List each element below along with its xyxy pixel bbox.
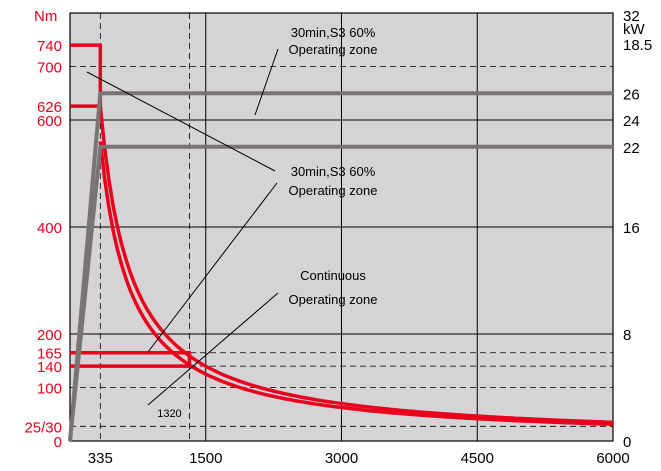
y-right-tick-label: 0 bbox=[623, 434, 631, 451]
annotation-leader bbox=[86, 71, 276, 172]
y-left-tick-label: 100 bbox=[37, 381, 62, 398]
left-axis-unit: Nm bbox=[34, 8, 57, 25]
y-left-tick-label: 165 bbox=[37, 346, 62, 363]
y-left-tick-label: 140 bbox=[37, 359, 62, 376]
right-axis-unit: kW bbox=[623, 21, 646, 38]
x-tick-label: 6000 bbox=[596, 450, 629, 467]
series-line-3 bbox=[68, 91, 613, 442]
annotation-label-2: 30min,S3 60% bbox=[291, 164, 376, 179]
y-left-tick-label: 200 bbox=[37, 327, 62, 344]
series-curve-2 bbox=[98, 141, 614, 427]
y-right-tick-label: 32 bbox=[623, 8, 640, 25]
y-left-tick-label: 626 bbox=[37, 99, 62, 116]
y-right-tick-label: 26 bbox=[623, 86, 640, 103]
annotation-leader bbox=[147, 292, 279, 406]
y-right-tick-label: 22 bbox=[623, 140, 640, 157]
series-line-1 bbox=[70, 43, 103, 108]
annotation-label-1: Operating zone bbox=[289, 42, 378, 57]
y-right-tick-label: 8 bbox=[623, 327, 631, 344]
y-left-tick-label: 25/30 bbox=[24, 419, 62, 436]
y-right-tick-label: 16 bbox=[623, 220, 640, 237]
y-left-tick-label: 400 bbox=[37, 220, 62, 237]
series-lines bbox=[68, 43, 614, 442]
y-left-tick-label: 700 bbox=[37, 60, 62, 77]
x-tick-label: 1500 bbox=[189, 450, 222, 467]
annotation-leader bbox=[254, 48, 279, 116]
x-tick-note: 1320 bbox=[157, 408, 181, 420]
annotation-leader bbox=[147, 182, 278, 353]
x-tick-label: 3000 bbox=[325, 450, 358, 467]
annotation-label-3: Operating zone bbox=[289, 292, 378, 307]
x-tick-label: 4500 bbox=[461, 450, 494, 467]
series-line-2 bbox=[70, 350, 192, 368]
x-tick-label: 335 bbox=[88, 450, 113, 467]
annotation-label-1: 30min,S3 60% bbox=[291, 25, 376, 40]
annotations: 30min,S3 60% Operating zone 30min,S3 60% Op… bbox=[86, 25, 378, 406]
series-line-4 bbox=[68, 144, 613, 442]
y-left-tick-label: 600 bbox=[37, 113, 62, 130]
right-axis-extra-label: 18.5 bbox=[623, 37, 652, 54]
grid bbox=[69, 12, 614, 442]
tick-labels: 335 1500 3000 4500 60001320025/3010014016520… bbox=[24, 8, 639, 467]
plot-frame bbox=[69, 12, 614, 442]
annotation-label-3: Continuous bbox=[300, 268, 366, 283]
y-right-tick-label: 24 bbox=[623, 113, 640, 130]
y-left-tick-label: 740 bbox=[37, 38, 62, 55]
annotation-label-2: Operating zone bbox=[289, 183, 378, 198]
y-left-tick-label: 0 bbox=[54, 434, 62, 451]
